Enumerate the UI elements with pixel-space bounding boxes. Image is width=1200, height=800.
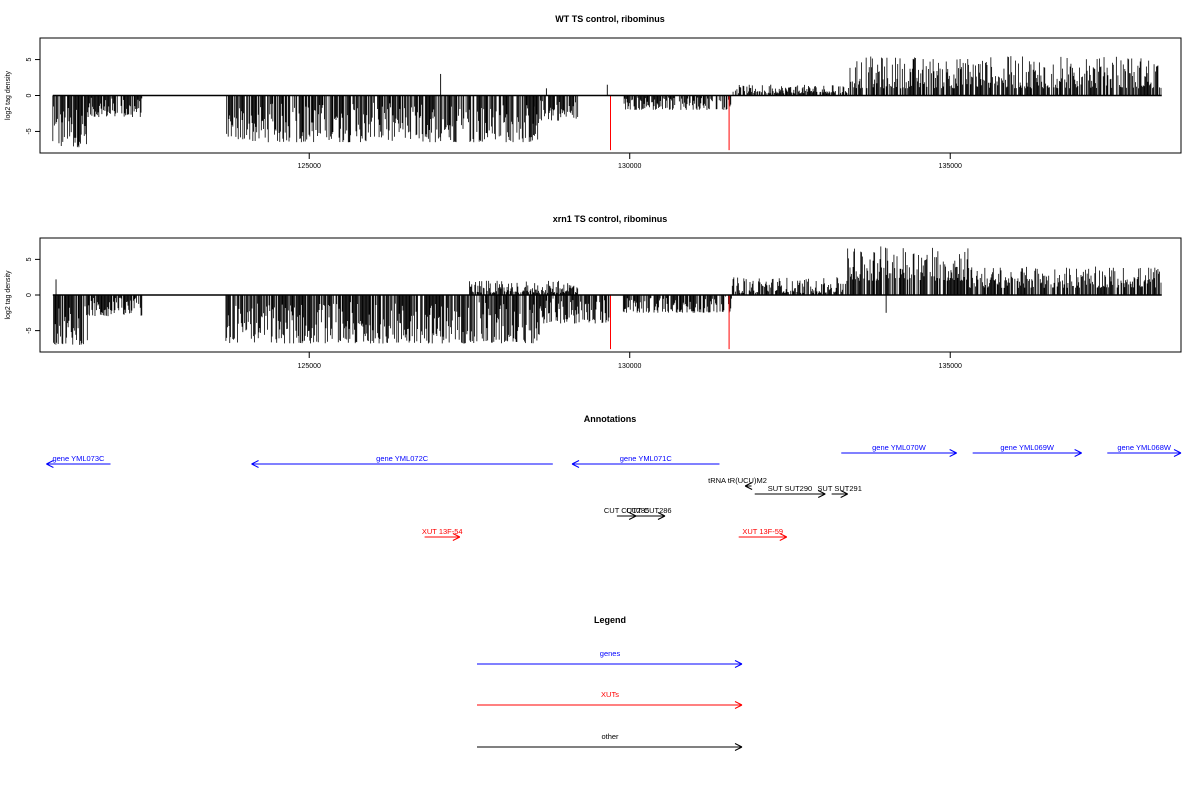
- y-axis-label: log2 tag density: [5, 70, 12, 120]
- arrow-head: [949, 452, 957, 457]
- annotation-arrow: SUT SUT290: [754, 484, 826, 498]
- density-panel-1: WT TS control, ribominus log2 tag density…: [5, 14, 1182, 170]
- arrow-head: [628, 515, 637, 520]
- legend-item: genes: [477, 649, 743, 668]
- y-axis-label: log2 tag density: [5, 270, 12, 320]
- arrow-head: [251, 460, 259, 465]
- arrow-head: [1074, 449, 1082, 454]
- arrow-head: [779, 533, 788, 538]
- annotation-label: SUT SUT291: [817, 484, 861, 493]
- arrow-head: [1074, 452, 1082, 457]
- arrow-head: [1173, 452, 1182, 457]
- annotation-label: tRNA tR(UCU)M2: [708, 476, 767, 485]
- arrow-head: [46, 463, 54, 468]
- annotation-arrow: XUT 13F-59: [738, 527, 788, 541]
- x-tick-label: 125000: [298, 163, 321, 170]
- arrow-head: [779, 536, 788, 541]
- legend-title: Legend: [594, 615, 626, 625]
- arrow-head: [571, 463, 580, 468]
- arrow-head: [744, 482, 753, 487]
- annotation-arrow: gene YML073C: [46, 454, 111, 468]
- arrow-head: [46, 460, 54, 465]
- legend-item: other: [477, 732, 743, 751]
- annotations-title: Annotations: [584, 414, 637, 424]
- arrow-head: [734, 660, 743, 665]
- arrow-head: [734, 663, 743, 668]
- arrow-head: [657, 515, 666, 520]
- legend-item: XUTs: [477, 690, 743, 709]
- annotation-label: CUT CUT286: [626, 506, 671, 515]
- x-tick-label: 130000: [618, 163, 641, 170]
- annotation-arrow: gene YML071C: [571, 454, 720, 468]
- arrow-head: [734, 701, 743, 706]
- annotation-arrow: CUT CUT286: [626, 506, 672, 520]
- x-tick-label: 135000: [939, 363, 962, 370]
- annotation-label: gene YML068W: [1117, 443, 1172, 452]
- density-bars: [53, 246, 1162, 350]
- y-tick-label: 5: [26, 58, 33, 62]
- arrow-head: [452, 533, 461, 538]
- legend-label: other: [601, 732, 619, 741]
- arrow-head: [452, 536, 461, 541]
- annotation-arrow: gene YML068W: [1107, 443, 1182, 457]
- y-tick-label: -5: [26, 327, 33, 333]
- arrow-head: [818, 493, 826, 498]
- arrow-head: [657, 512, 666, 517]
- annotation-label: XUT 13F-54: [422, 527, 463, 536]
- annotations-panel: Annotations gene YML073C gene YML072C gene …: [46, 414, 1182, 541]
- annotation-arrow: gene YML070W: [841, 443, 957, 457]
- arrow-head: [840, 490, 848, 495]
- y-tick-label: 0: [26, 293, 33, 297]
- arrow-head: [734, 746, 743, 751]
- panel-title: WT TS control, ribominus: [555, 14, 665, 24]
- annotation-arrow: gene YML072C: [251, 454, 553, 468]
- legend: Legend genes XUTs other: [477, 615, 743, 751]
- annotation-label: CUT CUT285: [604, 506, 649, 515]
- y-tick-label: 5: [26, 257, 33, 261]
- annotation-arrow: tRNA tR(UCU)M2: [708, 476, 767, 490]
- density-panel-2: xrn1 TS control, ribominus log2 tag densi…: [5, 214, 1182, 370]
- arrow-head: [840, 493, 848, 498]
- annotation-arrow: SUT SUT291: [817, 484, 862, 498]
- annotation-label: gene YML072C: [376, 454, 429, 463]
- arrow-head: [1173, 449, 1182, 454]
- arrow-head: [734, 743, 743, 748]
- arrow-head: [628, 512, 637, 517]
- arrow-head: [744, 485, 753, 490]
- legend-label: genes: [600, 649, 621, 658]
- arrow-head: [734, 704, 743, 709]
- arrow-head: [818, 490, 826, 495]
- annotation-label: gene YML071C: [620, 454, 673, 463]
- x-tick-label: 135000: [939, 163, 962, 170]
- panel-title: xrn1 TS control, ribominus: [553, 214, 668, 224]
- x-tick-label: 125000: [298, 363, 321, 370]
- annotation-label: gene YML069W: [1000, 443, 1055, 452]
- annotation-arrow: gene YML069W: [972, 443, 1082, 457]
- annotation-label: XUT 13F-59: [742, 527, 783, 536]
- arrow-head: [571, 460, 580, 465]
- y-tick-label: 0: [26, 93, 33, 97]
- x-tick-label: 130000: [618, 363, 641, 370]
- arrow-head: [251, 463, 259, 468]
- annotation-arrow: XUT 13F-54: [422, 527, 463, 541]
- y-tick-label: -5: [26, 128, 33, 134]
- annotation-label: gene YML070W: [872, 443, 927, 452]
- density-bars: [52, 56, 1162, 151]
- annotation-label: SUT SUT290: [768, 484, 812, 493]
- arrow-head: [949, 449, 957, 454]
- legend-label: XUTs: [601, 690, 619, 699]
- annotation-label: gene YML073C: [52, 454, 105, 463]
